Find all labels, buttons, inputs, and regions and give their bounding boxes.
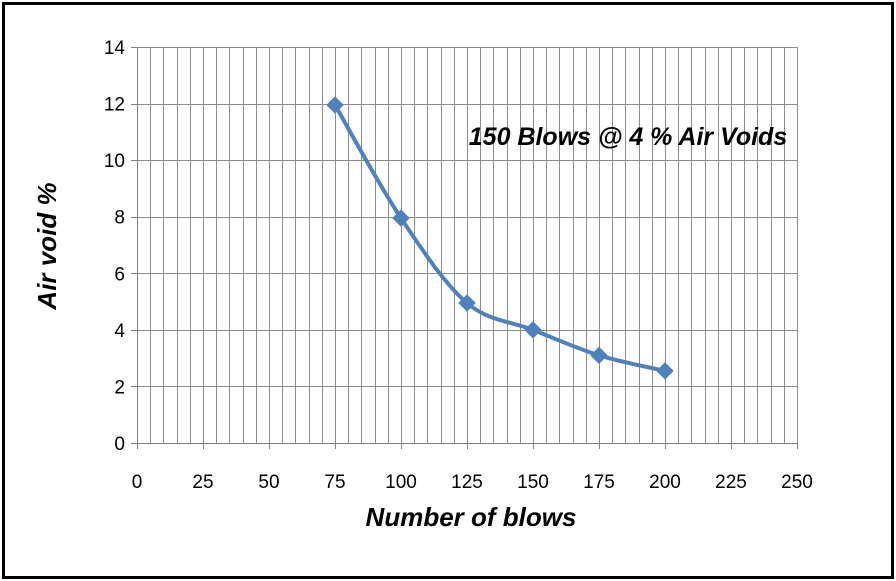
- x-tick-label: 75: [324, 472, 345, 493]
- y-tick-label: 2: [114, 377, 125, 398]
- x-tick-label: 200: [649, 472, 681, 493]
- y-tick-label: 14: [104, 38, 126, 59]
- data-point-marker: [656, 362, 674, 380]
- data-point-marker: [590, 346, 608, 365]
- x-tick-label: 50: [258, 472, 279, 493]
- x-tick-label: 250: [781, 472, 813, 493]
- y-tick-label: 0: [114, 434, 125, 455]
- x-tick-label: 175: [583, 472, 615, 493]
- x-tick-label: 150: [517, 472, 549, 493]
- grid: [137, 47, 798, 444]
- y-tick-label: 12: [104, 95, 125, 116]
- labels: 0 2 4 6 8 10 12 14 0 25 50 75 100 125 150 175 200 225 250: [104, 38, 813, 493]
- x-tick-label: 100: [385, 472, 417, 493]
- y-tick-label: 6: [114, 264, 125, 285]
- data-point-marker: [392, 209, 410, 227]
- data-point-marker: [326, 96, 344, 114]
- x-tick-label: 125: [451, 472, 483, 493]
- y-tick-label: 10: [104, 151, 125, 172]
- series: [326, 96, 674, 380]
- data-point-marker: [458, 294, 476, 312]
- y-tick-label: 8: [114, 208, 125, 229]
- y-axis-title: Air void %: [32, 182, 62, 310]
- x-tick-label: 25: [192, 472, 213, 493]
- x-axis-title: Number of blows: [366, 502, 577, 532]
- axes: [131, 47, 798, 449]
- annotation: 150 Blows @ 4 % Air Voids: [469, 123, 788, 151]
- x-tick-label: 0: [132, 472, 143, 493]
- x-tick-label: 225: [715, 472, 747, 493]
- data-point-marker: [524, 321, 542, 339]
- y-tick-label: 4: [114, 321, 125, 342]
